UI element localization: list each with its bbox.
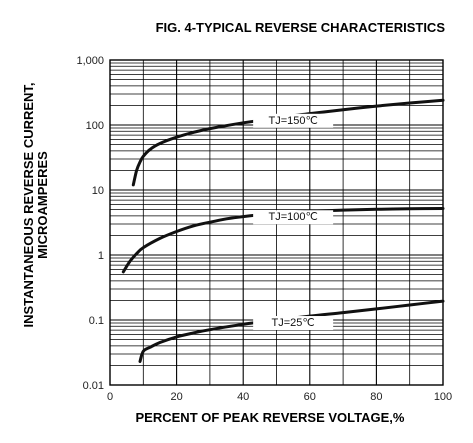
- x-tick-label: 0: [107, 391, 113, 403]
- plot-frame: [109, 59, 444, 386]
- x-axis-label: PERCENT OF PEAK REVERSE VOLTAGE,%: [136, 410, 405, 425]
- x-tick-label: 40: [237, 391, 249, 403]
- y-tick-label: 0.1: [89, 315, 104, 327]
- y-tick-label: 1,000: [76, 55, 104, 67]
- y-tick-label: 100: [86, 120, 104, 132]
- y-tick-label: 0.01: [83, 380, 104, 392]
- y-axis-label: INSTANTANEOUS REVERSE CURRENT, MICROAMPE…: [21, 82, 50, 327]
- series-line: [138, 299, 445, 363]
- x-tick-label: 100: [434, 391, 452, 403]
- axis-ticks: 0.01 0.1 1 10 100 1,000 0 20 40 60 80 100: [76, 55, 452, 403]
- x-tick-label: 80: [370, 391, 382, 403]
- x-tick-label: 20: [170, 391, 182, 403]
- series-label: TJ=25℃: [272, 317, 315, 329]
- chart-title: FIG. 4-TYPICAL REVERSE CHARACTERISTICS: [156, 20, 446, 35]
- y-axis-label-line-2: MICROAMPERES: [35, 151, 50, 259]
- y-tick-label: 10: [92, 185, 104, 197]
- series-lines: TJ=150℃ TJ=100℃ TJ=25℃: [121, 98, 445, 363]
- series-label-background: [253, 316, 334, 331]
- series-label: TJ=100℃: [268, 211, 317, 223]
- y-axis-label-line-1: INSTANTANEOUS REVERSE CURRENT,: [21, 82, 36, 327]
- x-tick-label: 60: [304, 391, 316, 403]
- series-label: TJ=150℃: [268, 115, 317, 127]
- series-line: [131, 98, 445, 187]
- y-tick-label: 1: [98, 250, 104, 262]
- series-line: [121, 207, 445, 274]
- series-label-background: [253, 210, 334, 225]
- series-label-background: [253, 113, 334, 128]
